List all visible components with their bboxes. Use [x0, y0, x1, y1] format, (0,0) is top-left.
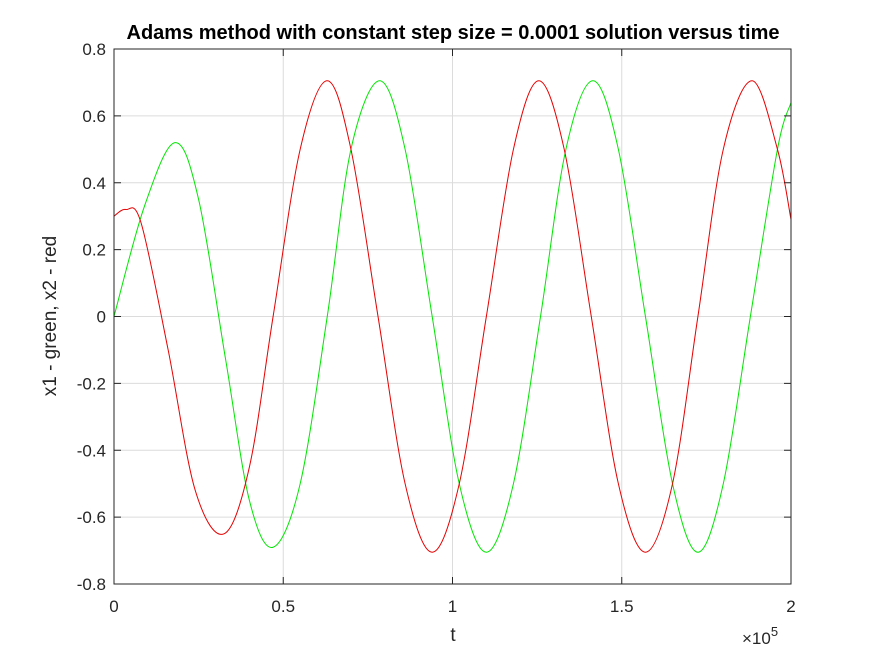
y-axis-label: x1 - green, x2 - red	[40, 236, 61, 397]
y-tick-label: 0.8	[82, 40, 106, 59]
y-tick-label: -0.8	[77, 575, 106, 594]
y-tick-label: 0.6	[82, 107, 106, 126]
x-tick-label: 2	[786, 597, 795, 616]
tick-labels: 0 0.5 1 1.5 2 0.8 0.6 0.4 0.2 0 -0.2 -0.4 -0.6 -0.8	[77, 40, 796, 616]
series-layer	[113, 80, 792, 553]
y-tick-label: 0	[97, 308, 106, 327]
x-tick-label: 0	[109, 597, 118, 616]
series-line-x2-red	[113, 80, 792, 553]
x-tick-label: 1	[448, 597, 457, 616]
y-tick-label: -0.2	[77, 374, 106, 393]
y-tick-label: -0.6	[77, 508, 106, 527]
x-axis-exponent: ×105	[742, 624, 778, 648]
x-tick-label: 0.5	[271, 597, 295, 616]
x-exponent-power: 5	[771, 624, 778, 639]
x-tick-label: 1.5	[610, 597, 634, 616]
y-tick-label: 0.4	[82, 174, 106, 193]
chart-title: Adams method with constant step size = 0…	[127, 22, 780, 44]
y-tick-label: 0.2	[82, 241, 106, 260]
x-axis-label: t	[450, 625, 456, 646]
tick-marks	[113, 48, 792, 585]
x-exponent-base: ×10	[742, 629, 771, 648]
y-tick-label: -0.4	[77, 441, 106, 460]
